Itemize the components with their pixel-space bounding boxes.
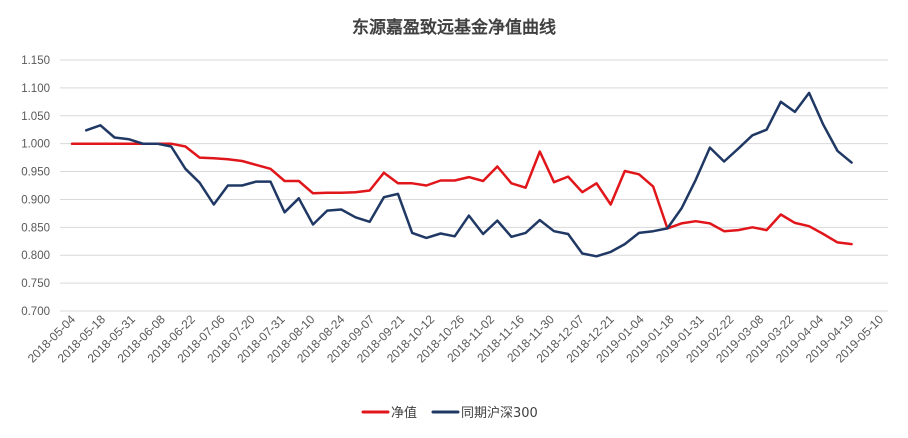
- y-tick-label: 0.750: [21, 278, 50, 290]
- y-tick-label: 1.100: [21, 83, 50, 95]
- legend-label-benchmark: 同期沪深300: [461, 405, 538, 421]
- legend-label-nav: 净值: [391, 405, 417, 421]
- series-lines: [70, 91, 853, 258]
- series-line-benchmark: [84, 91, 853, 258]
- y-tick-label: 1.150: [21, 55, 50, 67]
- gridlines: [60, 59, 888, 312]
- y-tick-label: 0.800: [21, 250, 50, 262]
- y-tick-label: 0.900: [21, 194, 50, 206]
- y-tick-label: 0.950: [21, 167, 50, 179]
- y-tick-label: 1.050: [21, 111, 50, 123]
- chart-title: 东源嘉盈致远基金净值曲线: [352, 17, 556, 38]
- x-axis: 2018-05-042018-05-182018-05-312018-06-08…: [25, 312, 887, 366]
- series-line-nav: [70, 142, 853, 246]
- y-tick-label: 0.700: [21, 306, 50, 318]
- y-tick-label: 0.850: [21, 222, 50, 234]
- y-tick-label: 1.000: [21, 139, 50, 151]
- legend: 净值 同期沪深300: [361, 405, 538, 421]
- y-axis: 0.700 0.750 0.800 0.850 0.900 0.950 1.000 1.050…: [21, 55, 50, 318]
